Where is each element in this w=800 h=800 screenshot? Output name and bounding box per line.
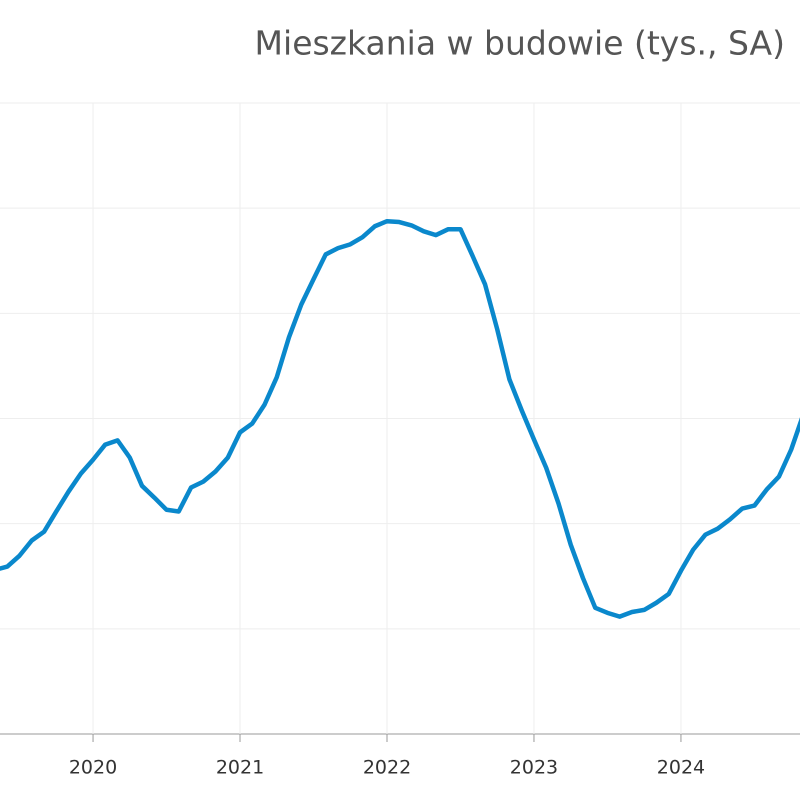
x-tick-label: 2023 [510, 757, 558, 779]
x-tick-label: 2021 [216, 757, 264, 779]
x-tick-label: 2020 [69, 757, 117, 779]
x-tick-label: 2024 [657, 757, 705, 779]
chart-title: Mieszkania w budowie (tys., SA) [255, 24, 785, 63]
x-tick-label: 2022 [363, 757, 411, 779]
data-line [0, 218, 800, 619]
